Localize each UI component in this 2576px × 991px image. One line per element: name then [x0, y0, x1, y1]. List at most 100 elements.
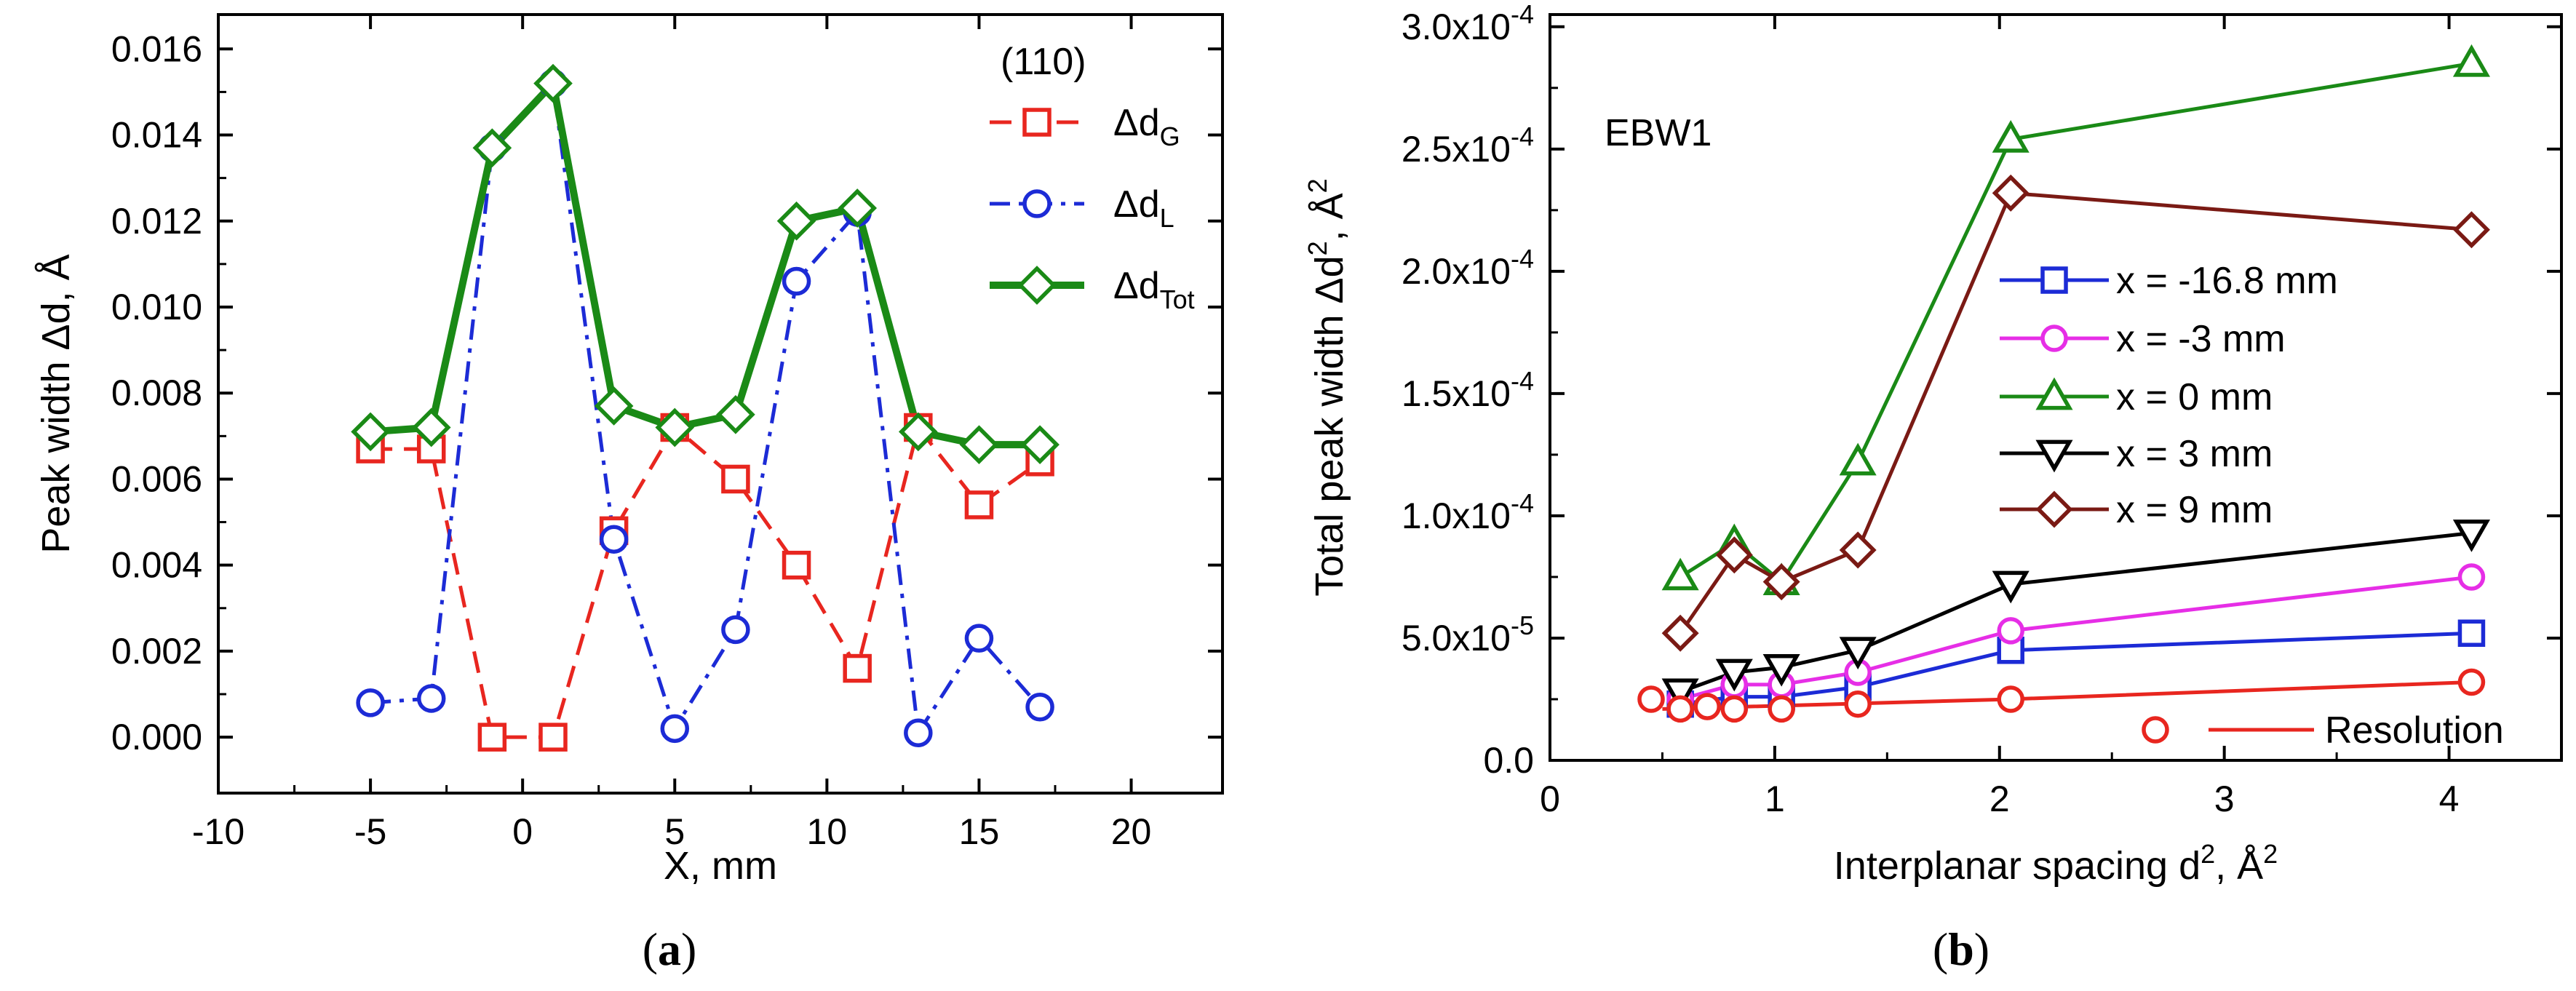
series-line-0 — [1679, 631, 2472, 707]
data-point-l — [964, 624, 994, 653]
legend-label: x = 9 mm — [2116, 489, 2273, 531]
plot-frame — [1549, 13, 2563, 762]
x-tick-label: 0 — [1540, 779, 1560, 819]
y-tick-label: 0.012 — [111, 201, 202, 242]
data-point-tot — [1020, 425, 1060, 464]
legend: (110) ΔdG ΔdL ΔdTot — [990, 41, 1195, 314]
plot-frame — [217, 13, 1224, 795]
data-point-4 — [1715, 536, 1753, 574]
data-point-l — [599, 525, 629, 554]
y-tick-label: 0.010 — [111, 287, 202, 327]
data-point-l — [1025, 693, 1054, 722]
y-tick-label: 0.006 — [111, 458, 202, 499]
data-point-3 — [1661, 678, 1699, 712]
panel-b: 0 1 2 3 4 0.0 5.0x10-5 1.0x10-4 1.5x10-4 2.0x10-4… — [1303, 0, 2563, 975]
data-point-2 — [1839, 442, 1877, 476]
legend-label: ΔdTot — [1113, 265, 1195, 314]
data-point-4 — [1992, 174, 2030, 212]
legend-label: ΔdL — [1113, 183, 1174, 233]
data-point-0 — [2457, 619, 2486, 647]
data-point-tot — [655, 407, 695, 447]
data-point-tot — [838, 188, 878, 228]
series-line-tot — [370, 79, 1041, 449]
data-point-3 — [1839, 637, 1877, 670]
data-point-g — [721, 464, 750, 494]
legend-label: x = -3 mm — [2116, 318, 2286, 360]
series-line-2 — [1679, 61, 2472, 584]
legend-label: x = 3 mm — [2116, 433, 2273, 475]
series-line-l — [370, 81, 1041, 735]
data-point-2 — [1661, 557, 1699, 591]
data-point-3 — [1992, 570, 2030, 604]
data-point-1 — [2457, 563, 2486, 591]
y-tick-label: 1.0x10-4 — [1402, 488, 1534, 536]
data-point-5 — [1720, 695, 1749, 723]
data-point-4 — [1661, 614, 1699, 652]
legend-title: (110) — [1001, 41, 1086, 83]
y-tick-label: 0.008 — [111, 373, 202, 413]
x-tick-label: 2 — [1989, 779, 2010, 819]
x-axis-title: Interplanar spacing d2, Å2 — [1834, 839, 2278, 888]
legend-marker — [1017, 266, 1057, 305]
data-point-1 — [1997, 617, 2024, 645]
data-point-tot — [472, 128, 512, 168]
data-point-g — [843, 653, 872, 683]
x-axis-title: X, mm — [664, 844, 777, 888]
legend: x = -16.8 mm x = -3 mm x = 0 mm x = 3 mm x =… — [2000, 260, 2504, 752]
y-axis-title: Total peak width Δd2, Å2 — [1303, 178, 1351, 596]
x-tick-label: -10 — [192, 811, 245, 852]
y-tick-label: 0.000 — [111, 717, 202, 757]
data-point-g — [964, 490, 994, 520]
x-tick-label: -5 — [354, 811, 386, 852]
data-point-tot — [898, 412, 938, 452]
x-tick-label: 10 — [807, 811, 848, 852]
legend-marker — [1022, 108, 1052, 137]
data-point-5 — [1666, 695, 1694, 723]
data-point-3 — [2452, 520, 2490, 552]
data-point-tot — [351, 412, 390, 452]
data-point-3 — [1715, 658, 1753, 692]
data-point-4 — [1839, 531, 1877, 569]
data-point-tot — [716, 394, 755, 434]
y-tick-label: 3.0x10-4 — [1402, 0, 1534, 47]
data-point-tot — [533, 63, 573, 103]
data-point-tot — [959, 425, 999, 464]
legend-marker — [2040, 266, 2068, 294]
data-point-2 — [1992, 120, 2030, 153]
data-point-5 — [1637, 685, 1665, 713]
y-tick-label: 0.0 — [1483, 740, 1534, 781]
annotation-ebw1: EBW1 — [1605, 112, 1712, 154]
y-tick-label: 1.5x10-4 — [1402, 366, 1534, 414]
y-tick-label: 0.016 — [111, 28, 202, 69]
legend-marker — [2035, 490, 2073, 528]
data-point-tot — [411, 407, 451, 447]
x-tick-label: 15 — [959, 811, 1000, 852]
data-point-tot — [776, 201, 816, 241]
data-point-g — [538, 723, 568, 752]
data-point-5 — [1768, 695, 1795, 723]
y-tick-label: 5.0x10-5 — [1402, 610, 1534, 658]
legend-label: Resolution — [2325, 709, 2504, 752]
data-point-5 — [1693, 693, 1721, 720]
y-tick-label: 0.002 — [111, 631, 202, 672]
series-line-g — [370, 426, 1041, 739]
data-point-l — [904, 718, 933, 747]
x-tick-label: 20 — [1111, 811, 1152, 852]
data-point-l — [721, 615, 750, 645]
legend-marker — [2040, 325, 2068, 352]
data-point-4 — [2452, 211, 2490, 249]
data-point-l — [356, 688, 385, 717]
legend-marker — [2035, 439, 2073, 473]
data-point-l — [660, 714, 690, 744]
y-tick-label: 0.014 — [111, 115, 202, 156]
x-tick-label: 0 — [512, 811, 533, 852]
y-tick-label: 2.0x10-4 — [1402, 244, 1534, 292]
legend-marker — [1022, 189, 1052, 218]
legend-marker — [2035, 377, 2073, 410]
y-tick-label: 2.5x10-4 — [1402, 122, 1534, 170]
y-tick-label: 0.004 — [111, 545, 202, 586]
legend-marker — [2142, 716, 2169, 744]
data-point-l — [416, 684, 446, 713]
data-point-l — [782, 266, 811, 296]
